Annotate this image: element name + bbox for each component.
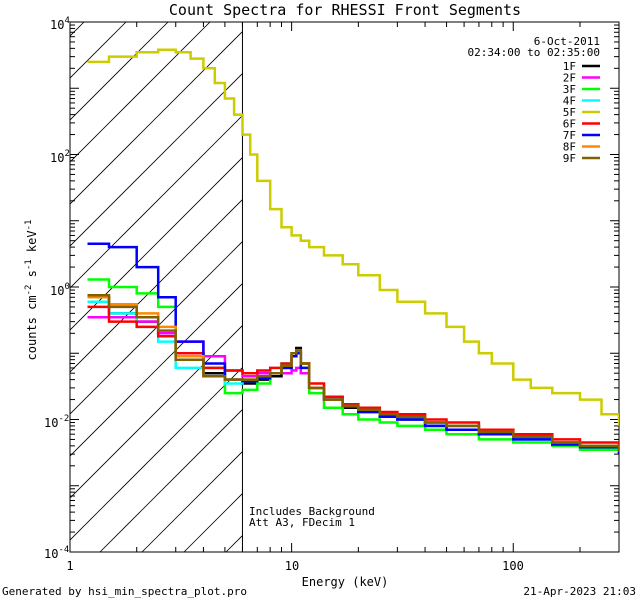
series-line-3F — [87, 278, 619, 455]
hatch-line — [225, 534, 243, 552]
y-tick-label: 10-2 — [44, 414, 69, 430]
hatch-line — [70, 240, 243, 415]
x-tick-label: 10 — [285, 559, 299, 573]
series-line-4F — [87, 300, 619, 453]
legend-label-9F: 9F — [563, 152, 576, 165]
chart-title: Count Spectra for RHESSI Front Segments — [169, 1, 521, 19]
series-line-1F — [87, 296, 619, 455]
axis-ticks — [69, 21, 620, 553]
y-tick-labels: 104 102 100 10-2 10-4 — [44, 16, 70, 561]
y-tick-label: 102 — [50, 149, 70, 165]
hatch-line — [99, 408, 243, 552]
annotation-background: Includes Background — [249, 505, 375, 518]
y-tick-label: 100 — [50, 282, 70, 298]
footer-timestamp: 21-Apr-2023 21:03 — [523, 585, 636, 598]
hatch-line — [268, 0, 640, 552]
y-tick-label: 10-4 — [44, 545, 69, 561]
series-line-9F — [87, 294, 619, 452]
legend-label-1F: 1F — [563, 60, 576, 73]
hatch-line — [394, 0, 640, 552]
annotation-attenuator: Att A3, FDecim 1 — [249, 516, 355, 529]
hatch-line — [70, 282, 243, 457]
hatch-line — [70, 30, 243, 205]
hatch-line — [70, 198, 243, 373]
series-group — [87, 48, 619, 455]
legend-label-5F: 5F — [563, 106, 576, 119]
x-tick-label: 1 — [66, 559, 73, 573]
time-range-label: 02:34:00 to 02:35:00 — [468, 46, 600, 59]
y-tick-label: 104 — [50, 16, 70, 32]
hatch-line — [352, 0, 640, 552]
hatch-line — [70, 22, 127, 79]
hatch-line — [70, 324, 243, 499]
hatch-line — [70, 22, 211, 163]
hatch-line — [436, 0, 640, 552]
hatch-line — [70, 366, 243, 541]
legend-label-7F: 7F — [563, 129, 576, 142]
hatched-region — [70, 0, 640, 552]
hatch-line — [70, 114, 243, 289]
legend-label-4F: 4F — [563, 95, 576, 108]
x-tick-label: 100 — [502, 559, 524, 573]
hatch-line — [70, 72, 243, 247]
plot-frame — [69, 21, 620, 553]
x-axis-label: Energy (keV) — [302, 575, 389, 589]
legend-label-3F: 3F — [563, 83, 576, 96]
hatch-line — [70, 156, 243, 331]
series-line-6F — [87, 305, 619, 450]
series-line-8F — [87, 296, 619, 452]
legend-label-6F: 6F — [563, 118, 576, 131]
date-label: 6-Oct-2011 — [534, 35, 600, 48]
y-axis-label: counts cm-2 s-1 keV-1 — [24, 220, 39, 361]
legend-label-8F: 8F — [563, 141, 576, 154]
series-line-5F — [87, 48, 619, 426]
footer-generated: Generated by hsi_min_spectra_plot.pro — [2, 585, 247, 598]
legend-label-2F: 2F — [563, 72, 576, 85]
hatch-line — [70, 22, 169, 121]
